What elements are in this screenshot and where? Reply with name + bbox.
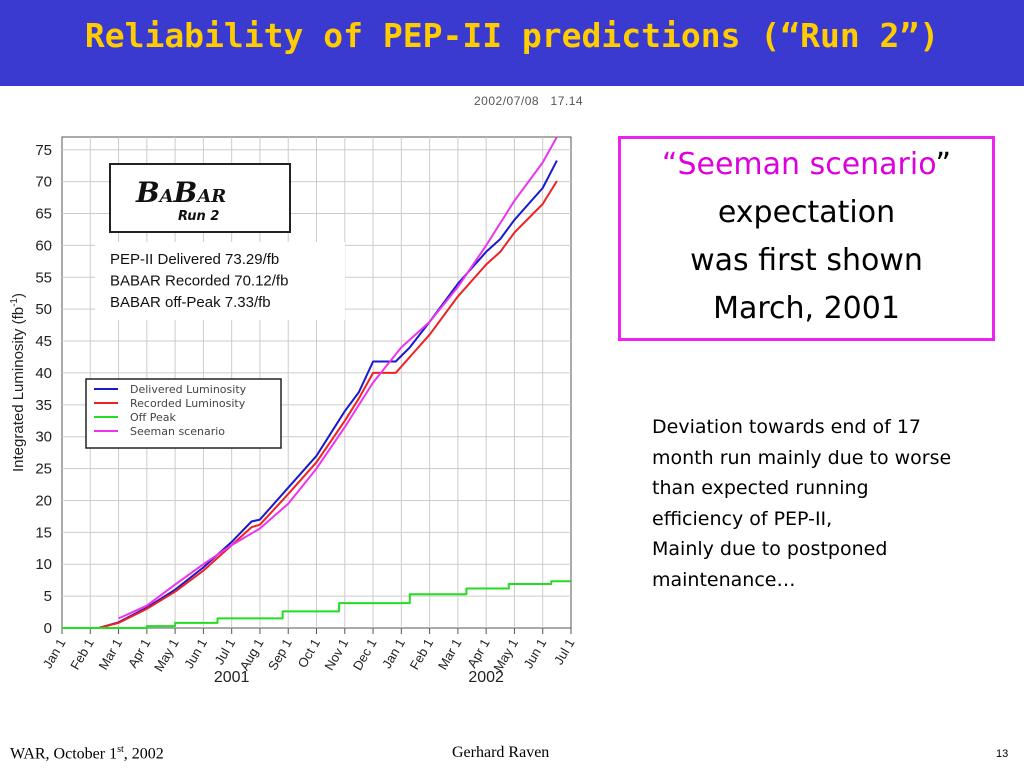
series-line	[62, 580, 571, 629]
x-tick-label: Oct 1	[295, 636, 324, 670]
y-tick-label: 35	[35, 397, 52, 414]
legend-label: Off Peak	[130, 411, 176, 424]
summary-line: PEP-II Delivered 73.29/fb	[110, 251, 279, 268]
y-tick-label: 60	[35, 237, 52, 254]
y-tick-label: 30	[35, 429, 52, 446]
y-tick-label: 5	[44, 588, 52, 605]
x-tick-label: Jan 1	[40, 636, 69, 671]
y-tick-label: 65	[35, 206, 52, 223]
babar-logo-run: Run 2	[178, 209, 219, 224]
x-tick-label: Jun 1	[181, 636, 210, 671]
x-tick-label: Jul 1	[212, 636, 239, 667]
x-tick-label: Apr 1	[464, 636, 493, 670]
summary-bg	[95, 242, 345, 320]
x-tick-label: Dec 1	[350, 636, 380, 673]
deviation-line: Mainly due to postponed	[652, 538, 888, 560]
x-tick-label: Jun 1	[520, 636, 549, 671]
deviation-line: Deviation towards end of 17	[652, 416, 922, 438]
deviation-line: month run mainly due to worse	[652, 446, 952, 469]
y-tick-label: 55	[35, 269, 52, 286]
deviation-text: Deviation towards end of 17 month run ma…	[652, 412, 1022, 595]
deviation-line: maintenance…	[652, 568, 796, 591]
box-line-3: was first shown	[690, 243, 923, 278]
deviation-line: efficiency of PEP-II,	[652, 507, 833, 530]
x-tick-label: Nov 1	[321, 636, 351, 673]
y-tick-label: 20	[35, 492, 52, 509]
y-tick-label: 10	[35, 556, 52, 573]
x-tick-label: Apr 1	[125, 636, 154, 670]
x-tick-label: Aug 1	[237, 636, 267, 673]
footer-author: Gerhard Raven	[452, 744, 550, 761]
year-label: 2001	[214, 669, 250, 686]
series-line	[62, 180, 558, 629]
y-tick-label: 75	[35, 142, 52, 159]
box-line-4: March, 2001	[713, 291, 900, 326]
y-axis-label: Integrated Luminosity (fb-1)	[9, 293, 27, 472]
year-label: 2002	[468, 669, 504, 686]
legend-box	[85, 378, 282, 449]
y-tick-label: 40	[35, 365, 52, 382]
x-tick-label: Feb 1	[67, 636, 97, 672]
box-line-1: “Seeman scenario”	[661, 147, 952, 182]
legend-label: Seeman scenario	[130, 425, 225, 438]
box-line-2: expectation	[717, 195, 896, 230]
seeman-scenario-box: “Seeman scenario” expectation was first …	[618, 136, 995, 341]
legend-label: Recorded Luminosity	[130, 397, 246, 410]
x-tick-label: Sep 1	[265, 636, 295, 673]
y-tick-label: 25	[35, 461, 52, 478]
series-line	[62, 160, 558, 629]
summary-line: BABAR off-Peak 7.33/fb	[110, 294, 271, 311]
babar-logo-text: BABAR	[135, 176, 226, 209]
y-tick-label: 70	[35, 174, 52, 191]
x-tick-label: May 1	[151, 636, 182, 674]
title-bar: Reliability of PEP-II predictions (“Run …	[0, 0, 1024, 86]
x-tick-label: Mar 1	[96, 636, 126, 672]
timestamp: 2002/07/08 17.14	[474, 94, 584, 108]
x-tick-label: Jul 1	[551, 636, 578, 667]
deviation-line: than expected running	[652, 477, 869, 499]
y-tick-label: 0	[44, 620, 52, 637]
summary-line: BABAR Recorded 70.12/fb	[110, 273, 288, 290]
babar-logo-frame	[109, 163, 291, 233]
footer-event: WAR, October 1st, 2002	[10, 744, 164, 763]
x-tick-label: Feb 1	[407, 636, 437, 672]
page-number: 13	[996, 748, 1009, 760]
y-tick-label: 15	[35, 524, 52, 541]
y-tick-label: 45	[35, 333, 52, 350]
y-tick-label: 50	[35, 301, 52, 318]
slide-title: Reliability of PEP-II predictions (“Run …	[84, 16, 940, 55]
seeman-scenario-highlight: Seeman scenario	[677, 147, 936, 182]
x-tick-label: Jan 1	[379, 636, 408, 671]
series-line	[118, 136, 558, 620]
legend-label: Delivered Luminosity	[130, 383, 247, 396]
x-tick-label: Mar 1	[435, 636, 465, 672]
